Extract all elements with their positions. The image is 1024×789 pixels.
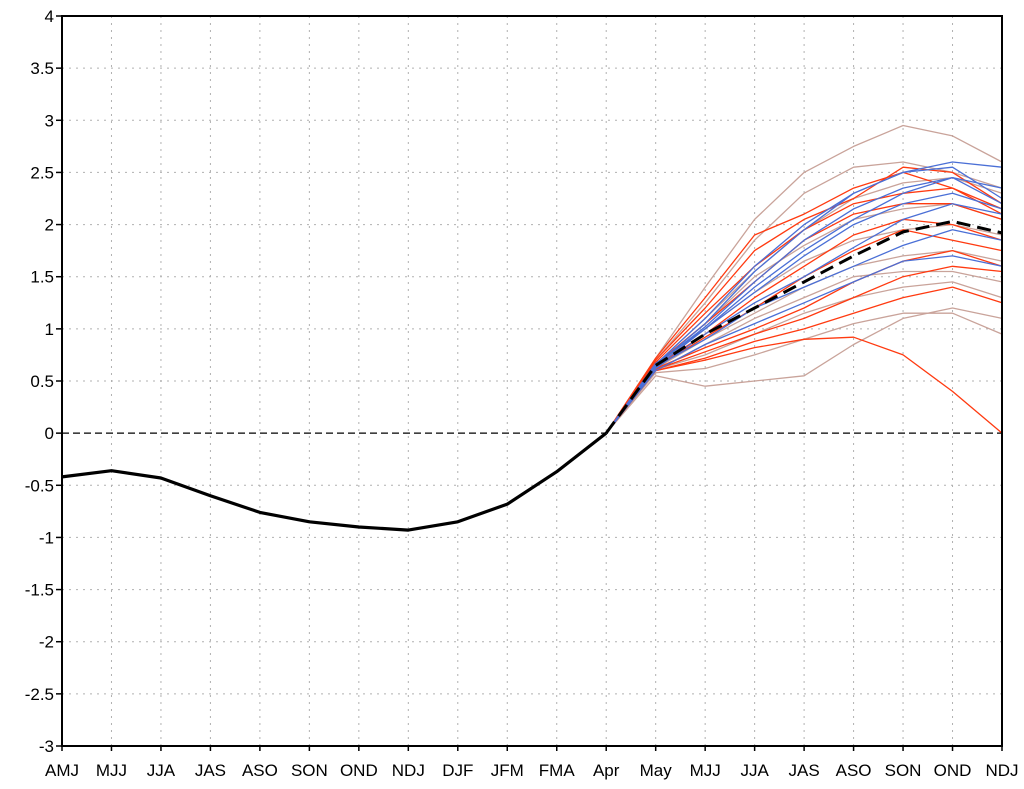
observed-series xyxy=(61,431,608,532)
x-tick-label: Apr xyxy=(593,761,620,780)
y-tick-label: -1 xyxy=(39,528,54,547)
x-tick-label: JAS xyxy=(195,761,226,780)
x-axis-ticks: AMJ MJJ JJA JAS ASO SON OND NDJ DJF JFM FMA Apr May M… xyxy=(45,746,1019,780)
x-tick-label: SON xyxy=(885,761,922,780)
x-tick-label: MJJ xyxy=(690,761,721,780)
x-tick-label: NDJ xyxy=(392,761,425,780)
y-tick-label: 2.5 xyxy=(30,163,54,182)
x-tick-label: ASO xyxy=(242,761,278,780)
ensemble-member-line xyxy=(605,281,1003,434)
ensemble-member-line xyxy=(605,229,1003,434)
x-tick-label: JFM xyxy=(491,761,524,780)
y-tick-label: 1.5 xyxy=(30,268,54,287)
ensemble-member-line xyxy=(605,249,1003,434)
ensemble-mean-line xyxy=(604,219,1003,434)
y-tick-label: -0.5 xyxy=(25,476,54,495)
ensemble-member-line xyxy=(605,265,1003,434)
y-axis-ticks: 4 3.5 3 2.5 2 1.5 1 0.5 0 -0.5 -1 -1.5 -2 -2.5 -3 xyxy=(25,7,62,756)
y-tick-label: 1 xyxy=(45,320,54,339)
x-tick-label: May xyxy=(640,761,673,780)
x-tick-label: AMJ xyxy=(45,761,79,780)
y-tick-label: -1.5 xyxy=(25,581,54,600)
x-tick-label: OND xyxy=(340,761,378,780)
ensemble-member-line xyxy=(605,249,1003,434)
ensemble-member-line xyxy=(605,166,1003,434)
y-tick-label: 2 xyxy=(45,216,54,235)
x-tick-label: FMA xyxy=(539,761,576,780)
x-tick-label: JAS xyxy=(789,761,820,780)
x-tick-label: SON xyxy=(291,761,328,780)
ensemble-member-line xyxy=(605,176,1003,434)
y-tick-label: 4 xyxy=(45,7,54,26)
y-tick-label: -2.5 xyxy=(25,685,54,704)
ensemble-mean xyxy=(604,219,1003,434)
x-tick-label: MJJ xyxy=(96,761,127,780)
y-tick-label: 0 xyxy=(45,424,54,443)
x-tick-label: JJA xyxy=(147,761,176,780)
y-tick-label: -2 xyxy=(39,633,54,652)
ensemble-member-line xyxy=(605,124,1003,434)
observed-line xyxy=(61,431,608,532)
x-tick-label: ASO xyxy=(836,761,872,780)
ensemble-member-line xyxy=(605,255,1003,434)
y-tick-label: 0.5 xyxy=(30,372,54,391)
ensemble-member-line xyxy=(605,166,1003,434)
ensemble-member-line xyxy=(605,307,1003,434)
y-tick-label: 3 xyxy=(45,111,54,130)
x-tick-label: JJA xyxy=(740,761,769,780)
ensemble-member-line xyxy=(605,176,1003,434)
x-tick-label: DJF xyxy=(442,761,473,780)
ensemble-members xyxy=(605,124,1003,434)
x-tick-label: NDJ xyxy=(985,761,1018,780)
x-tick-label: OND xyxy=(934,761,972,780)
grid-lines xyxy=(62,16,1002,746)
y-tick-label: 3.5 xyxy=(30,59,54,78)
ensemble-member-line xyxy=(605,286,1003,434)
y-tick-label: -3 xyxy=(39,737,54,756)
ensemble-member-line xyxy=(605,218,1003,434)
ensemble-member-line xyxy=(605,336,1003,434)
